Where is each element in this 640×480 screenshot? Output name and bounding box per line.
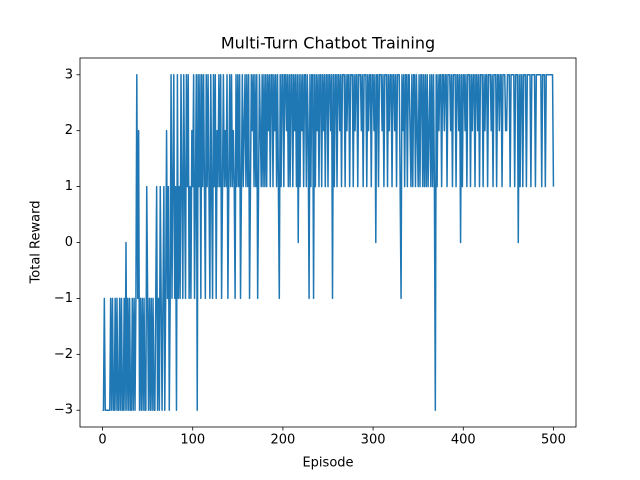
x-tick-label: 100 bbox=[180, 433, 205, 448]
x-tick-label: 300 bbox=[361, 433, 386, 448]
x-tick-label: 200 bbox=[270, 433, 295, 448]
y-tick-label: −1 bbox=[54, 291, 73, 306]
y-axis-label: Total Reward bbox=[29, 201, 44, 285]
y-tick-label: 3 bbox=[65, 67, 73, 82]
x-tick-label: 500 bbox=[541, 433, 566, 448]
x-axis-label: Episode bbox=[302, 456, 353, 471]
x-tick-label: 400 bbox=[451, 433, 476, 448]
y-tick-label: 2 bbox=[65, 123, 73, 138]
y-tick-label: −2 bbox=[54, 347, 73, 362]
data-line bbox=[102, 74, 555, 411]
x-tick-label: 0 bbox=[98, 433, 106, 448]
chart-title: Multi-Turn Chatbot Training bbox=[221, 34, 435, 53]
y-tick-label: −3 bbox=[54, 403, 73, 418]
y-tick-label: 1 bbox=[65, 179, 73, 194]
y-tick-label: 0 bbox=[65, 235, 73, 250]
